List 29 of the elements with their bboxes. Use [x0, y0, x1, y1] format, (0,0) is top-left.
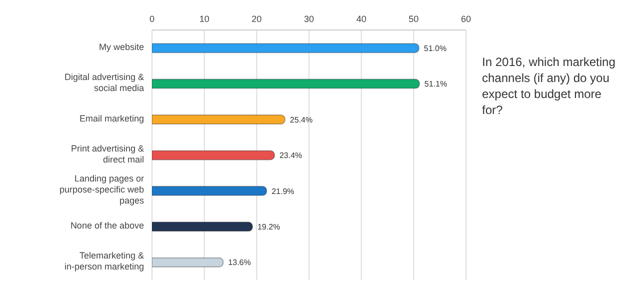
y-tick-label: Print advertising & direct mail	[70, 144, 144, 165]
x-tick-label: 50	[408, 14, 419, 24]
x-tick-label: 20	[252, 14, 262, 24]
bar	[152, 78, 420, 89]
y-tick-label: My website	[98, 42, 144, 52]
data-label: 21.9%	[272, 186, 294, 196]
bar	[152, 43, 420, 54]
y-tick-label: Digital advertising & social media	[64, 72, 144, 94]
data-label: 25.4%	[290, 115, 313, 124]
bar	[152, 150, 275, 160]
text: In 2016, which marketing channels (if any) do you expect to budget more for?	[482, 54, 616, 118]
data-label: 51.1%	[424, 80, 448, 89]
y-tick-label: Telemarketing & in-person marketing	[64, 251, 144, 272]
bar	[152, 186, 268, 196]
x-tick-label: 10	[199, 14, 210, 24]
bar	[152, 257, 224, 268]
data-label: 23.4%	[279, 151, 302, 160]
y-tick-label: Landing pages or purpose-specific web pages	[59, 174, 144, 206]
bar	[152, 114, 286, 124]
x-tick-label: 40	[356, 14, 366, 24]
y-tick-label: None of the above	[70, 220, 144, 231]
x-tick-label: 30	[304, 14, 314, 24]
x-tick-label: 0	[149, 14, 155, 24]
bar	[152, 222, 253, 232]
data-label: 51.0%	[424, 44, 447, 53]
y-tick-label: Email marketing	[79, 114, 144, 124]
x-tick-label: 60	[460, 14, 472, 24]
data-label: 13.6%	[228, 258, 251, 268]
data-label: 19.2%	[257, 222, 280, 232]
